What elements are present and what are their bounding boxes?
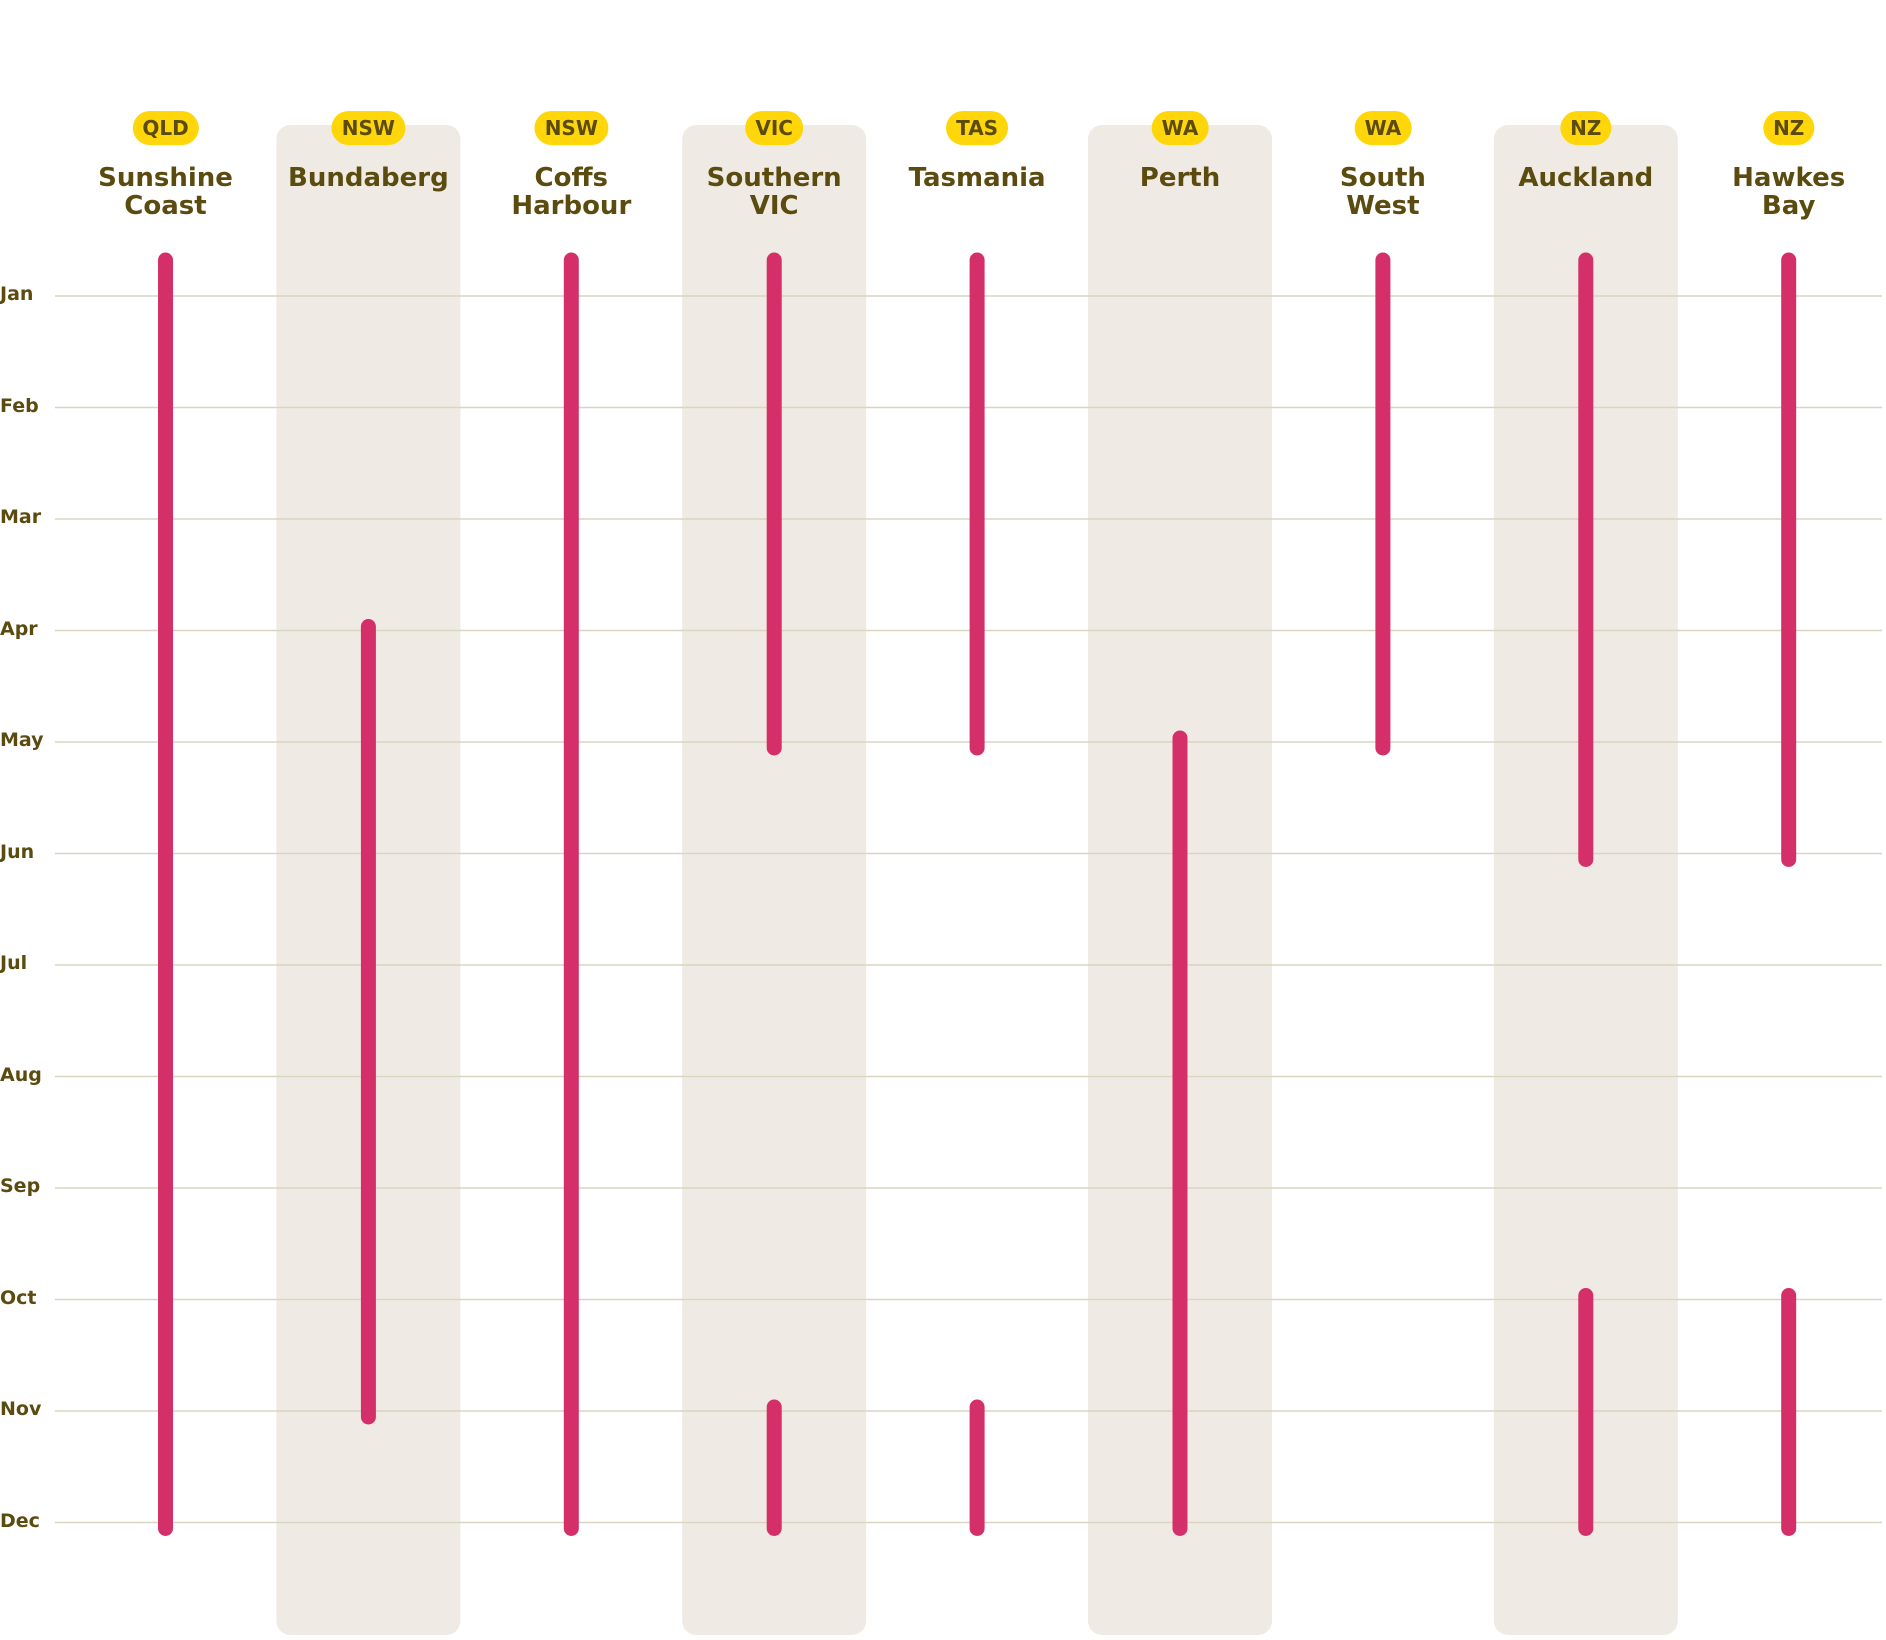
region-badge: VIC bbox=[745, 111, 803, 145]
location-name: Coffs Harbour bbox=[511, 163, 632, 221]
month-label: Sep bbox=[0, 1175, 41, 1197]
location-name: Southern VIC bbox=[706, 163, 842, 221]
region-badge: NSW bbox=[331, 111, 405, 145]
location-name: Bundaberg bbox=[288, 163, 449, 193]
location-name: Sunshine Coast bbox=[98, 163, 233, 221]
month-label: Mar bbox=[0, 506, 42, 528]
location-name: South West bbox=[1339, 163, 1426, 221]
month-label: Jun bbox=[0, 840, 35, 863]
location-name: Perth bbox=[1139, 163, 1221, 193]
region-badge: QLD bbox=[132, 111, 199, 145]
location-name: Auckland bbox=[1518, 163, 1654, 193]
location-name: Hawkes Bay bbox=[1732, 163, 1846, 221]
month-label: Oct bbox=[0, 1286, 37, 1309]
region-badge: TAS bbox=[946, 111, 1009, 145]
month-label: Jul bbox=[0, 952, 28, 974]
region-badge: NZ bbox=[1560, 111, 1612, 145]
region-badge: WA bbox=[1151, 111, 1209, 145]
month-label: Jan bbox=[0, 283, 34, 305]
column-band bbox=[682, 125, 867, 1635]
month-label: Apr bbox=[0, 617, 38, 640]
month-label: Nov bbox=[0, 1398, 42, 1420]
region-badge: NZ bbox=[1763, 111, 1815, 145]
region-badge: NSW bbox=[534, 111, 608, 145]
region-badge: WA bbox=[1354, 111, 1412, 145]
month-label: Aug bbox=[0, 1063, 42, 1086]
month-label: Feb bbox=[0, 394, 39, 417]
column-band bbox=[1493, 125, 1678, 1635]
location-name: Tasmania bbox=[908, 163, 1046, 193]
month-label: May bbox=[0, 729, 44, 751]
month-label: Dec bbox=[0, 1509, 40, 1532]
